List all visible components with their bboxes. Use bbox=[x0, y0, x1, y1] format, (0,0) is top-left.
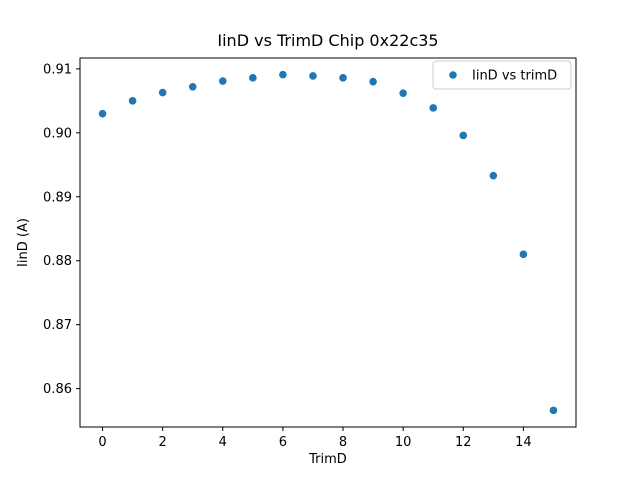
chart-title: IinD vs TrimD Chip 0x22c35 bbox=[217, 31, 438, 50]
legend: IinD vs trimD bbox=[432, 60, 572, 90]
legend-box bbox=[432, 60, 572, 90]
data-point bbox=[188, 82, 197, 91]
data-point bbox=[429, 104, 438, 112]
x-axis-label: TrimD bbox=[308, 452, 347, 467]
y-tick-label: 0.86 bbox=[43, 382, 72, 397]
data-point bbox=[369, 77, 377, 86]
y-tick-label: 0.88 bbox=[43, 254, 72, 269]
x-tick-label: 10 bbox=[395, 435, 412, 450]
data-point bbox=[218, 77, 227, 85]
axis-ticks: 0 2 4 6 8 10 12 14 0.86 0.87 0.88 0.89 0.90 0.91 bbox=[43, 62, 532, 450]
axes-border bbox=[79, 57, 577, 428]
data-point bbox=[549, 406, 558, 415]
data-point bbox=[399, 89, 407, 97]
y-tick-label: 0.87 bbox=[43, 318, 72, 333]
data-point bbox=[249, 74, 257, 82]
data-point bbox=[459, 131, 468, 140]
y-tick-label: 0.91 bbox=[43, 62, 72, 77]
x-tick-label: 8 bbox=[339, 435, 347, 450]
x-tick-label: 0 bbox=[98, 435, 106, 450]
legend-marker-icon bbox=[449, 71, 457, 79]
x-tick-label: 6 bbox=[279, 435, 287, 450]
legend-label: IinD vs trimD bbox=[472, 69, 557, 84]
x-tick-label: 4 bbox=[219, 435, 227, 450]
x-tick-label: 2 bbox=[159, 435, 167, 450]
data-point bbox=[98, 109, 107, 118]
data-point bbox=[519, 250, 528, 259]
scatter-series bbox=[98, 70, 558, 415]
data-point bbox=[158, 88, 167, 97]
y-tick-label: 0.89 bbox=[43, 190, 72, 205]
y-axis-label: IinD (A) bbox=[16, 218, 31, 267]
x-tick-label: 14 bbox=[515, 435, 532, 450]
data-point bbox=[309, 72, 317, 80]
plot-area bbox=[80, 58, 576, 427]
data-point bbox=[279, 70, 287, 79]
y-tick-label: 0.90 bbox=[43, 126, 72, 141]
x-tick-label: 12 bbox=[455, 435, 472, 450]
data-point bbox=[489, 171, 498, 180]
data-point bbox=[128, 97, 137, 105]
data-point bbox=[339, 74, 347, 82]
